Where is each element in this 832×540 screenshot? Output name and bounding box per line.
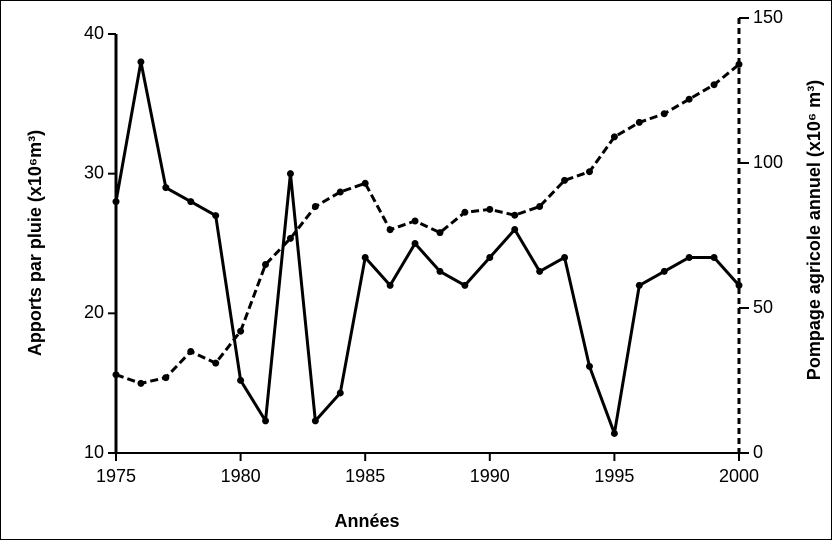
point	[262, 261, 270, 268]
point	[361, 179, 369, 187]
point	[710, 253, 718, 261]
x-tick-label: 1990	[470, 466, 510, 486]
point	[137, 379, 145, 387]
point	[486, 205, 494, 213]
point	[411, 240, 419, 247]
point	[386, 281, 394, 289]
point	[610, 429, 618, 437]
point	[511, 226, 519, 234]
x-tick-label: 1980	[221, 466, 261, 486]
point	[585, 168, 593, 176]
point	[610, 133, 618, 141]
point	[735, 281, 743, 289]
point	[187, 348, 195, 355]
point	[536, 203, 544, 210]
point	[486, 253, 494, 261]
x-axis-label: Années	[334, 511, 399, 531]
point	[660, 267, 668, 275]
point	[311, 203, 319, 210]
point	[336, 389, 344, 397]
x-tick-label: 1985	[345, 466, 385, 486]
point	[162, 374, 170, 382]
point	[187, 198, 195, 206]
point	[461, 208, 469, 216]
y-tick-label: 10	[84, 442, 104, 462]
point	[685, 253, 693, 261]
x-tick-label: 1995	[594, 466, 634, 486]
point	[212, 359, 220, 367]
y2-tick-label: 100	[753, 152, 783, 172]
point	[735, 60, 743, 68]
y-tick-label: 20	[84, 302, 104, 322]
point	[311, 417, 319, 425]
y-tick-label: 30	[84, 162, 104, 182]
point	[536, 267, 544, 275]
point	[660, 110, 668, 118]
point	[262, 417, 270, 425]
series-line	[115, 63, 740, 385]
point	[685, 95, 693, 103]
point	[635, 118, 643, 126]
x-tick-label: 2000	[719, 466, 759, 486]
point	[212, 212, 220, 220]
point	[112, 371, 120, 379]
point	[237, 327, 245, 335]
point	[436, 267, 444, 275]
point	[635, 281, 643, 289]
point	[112, 198, 120, 206]
point	[461, 281, 469, 289]
series-line	[114, 60, 741, 435]
point	[561, 176, 569, 184]
y-axis-label: Apports par pluie (x10⁶m³)	[25, 130, 45, 356]
y-tick-label: 40	[84, 23, 104, 43]
point	[286, 170, 294, 178]
point	[137, 58, 145, 66]
point	[336, 188, 344, 196]
point	[237, 376, 245, 384]
point	[436, 229, 444, 237]
y2-tick-label: 150	[753, 7, 783, 27]
y2-tick-label: 0	[753, 442, 763, 462]
point	[511, 211, 519, 219]
point	[585, 362, 593, 370]
point	[361, 253, 369, 261]
y2-tick-label: 50	[753, 297, 773, 317]
x-tick-label: 1975	[96, 466, 136, 486]
point	[386, 226, 394, 234]
point	[411, 217, 419, 225]
y2-axis-label: Pompage agricole annuel (x10⁶ m³)	[804, 80, 824, 380]
point	[710, 81, 718, 89]
point	[286, 234, 294, 242]
point	[162, 184, 170, 192]
point	[561, 253, 569, 261]
